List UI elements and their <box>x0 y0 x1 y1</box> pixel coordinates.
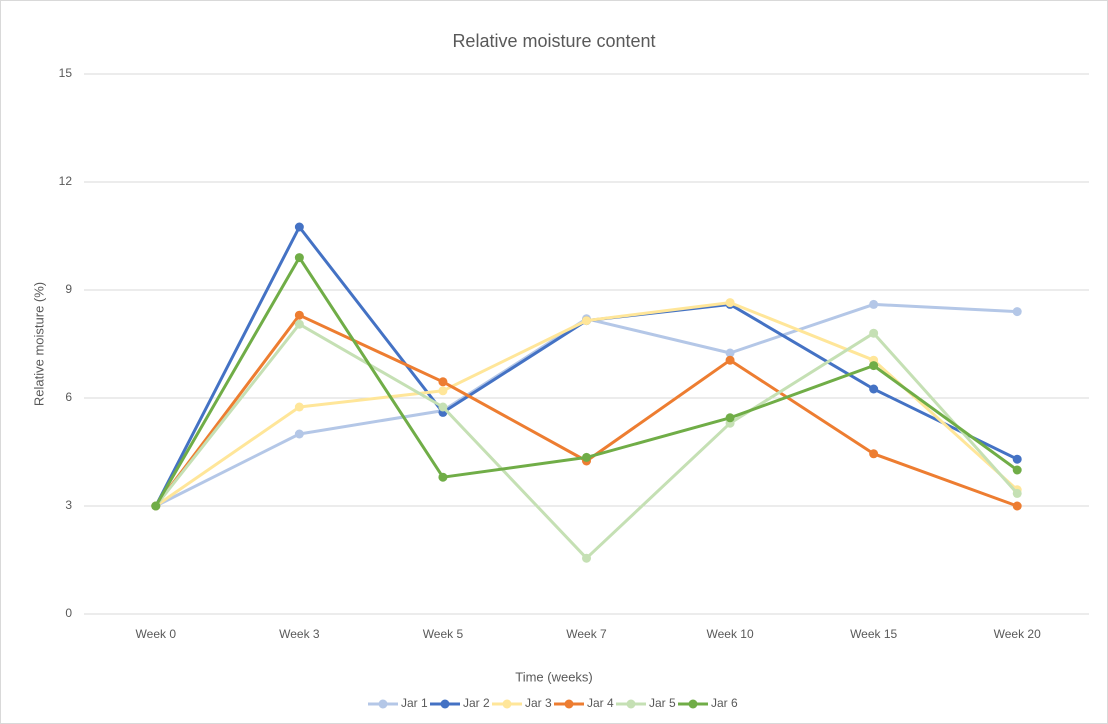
data-point <box>438 402 448 412</box>
data-point <box>869 361 879 371</box>
x-tick-label: Week 3 <box>279 627 320 641</box>
x-tick-label: Week 7 <box>566 627 607 641</box>
data-point <box>438 377 448 387</box>
x-tick-label: Week 15 <box>850 627 897 641</box>
legend-label: Jar 3 <box>525 696 552 710</box>
data-point <box>582 553 591 563</box>
data-point <box>582 316 591 326</box>
legend-label: Jar 5 <box>649 696 676 710</box>
data-point <box>725 355 735 365</box>
data-point <box>438 386 448 396</box>
legend-marker <box>378 699 388 709</box>
x-axis-title: Time (weeks) <box>515 669 593 684</box>
legend-label: Jar 2 <box>463 696 490 710</box>
data-point <box>725 348 735 358</box>
data-point <box>294 319 304 329</box>
legend-marker <box>502 699 512 709</box>
data-point <box>1012 454 1022 464</box>
y-tick-label: 3 <box>65 498 72 512</box>
data-point <box>582 452 591 462</box>
legend-marker <box>688 699 698 709</box>
x-tick-label: Week 10 <box>707 627 754 641</box>
y-tick-label: 9 <box>65 282 72 296</box>
legend-marker <box>564 699 574 709</box>
y-tick-label: 15 <box>59 66 73 80</box>
legend-marker <box>626 699 636 709</box>
x-tick-label: Week 20 <box>994 627 1041 641</box>
x-tick-label: Week 0 <box>136 627 177 641</box>
data-point <box>438 472 448 482</box>
data-point <box>869 384 879 394</box>
data-point <box>294 429 304 439</box>
y-tick-label: 6 <box>65 390 72 404</box>
data-point <box>294 310 304 320</box>
data-point <box>294 222 304 232</box>
data-point <box>294 402 304 412</box>
data-point <box>151 501 161 511</box>
data-point <box>869 449 879 459</box>
legend-label: Jar 6 <box>711 696 738 710</box>
data-point <box>1012 501 1022 511</box>
data-point <box>725 413 735 423</box>
chart-title: Relative moisture content <box>452 31 655 51</box>
data-point <box>1012 488 1022 498</box>
data-point <box>1012 307 1022 317</box>
y-axis-title: Relative moisture (%) <box>31 282 46 406</box>
legend-marker <box>440 699 450 709</box>
data-point <box>869 299 879 309</box>
legend-label: Jar 1 <box>401 696 428 710</box>
y-tick-label: 12 <box>59 174 73 188</box>
data-point <box>294 253 304 263</box>
data-point <box>869 328 879 338</box>
x-tick-label: Week 5 <box>423 627 464 641</box>
legend-label: Jar 4 <box>587 696 614 710</box>
data-point <box>725 298 735 308</box>
y-tick-label: 0 <box>65 606 72 620</box>
data-point <box>1012 465 1022 475</box>
